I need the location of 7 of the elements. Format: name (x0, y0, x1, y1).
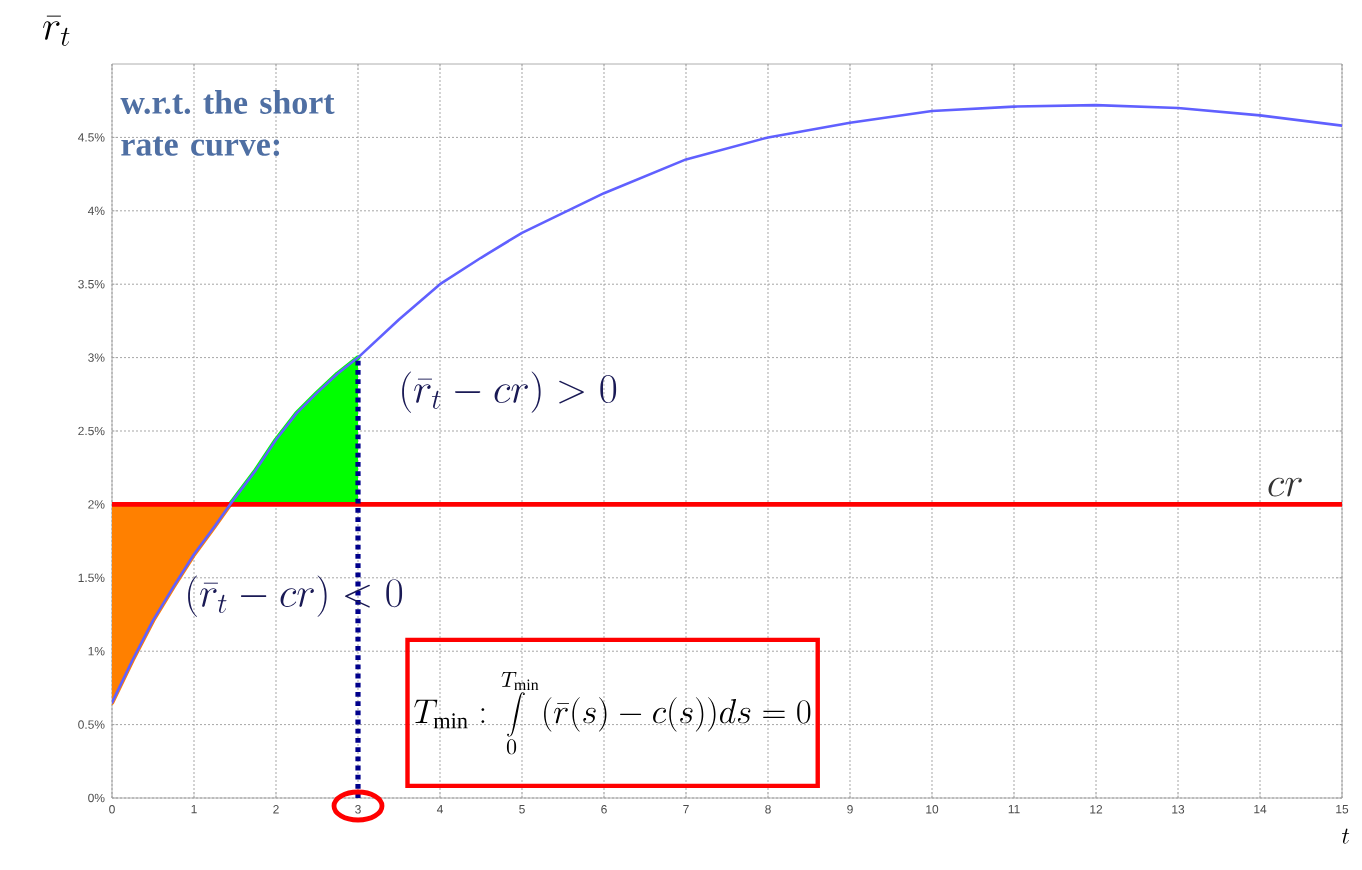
x-axis-title: $t$ (1342, 828, 1350, 844)
annotation: w.r.t. the short rate curve: (120, 90, 335, 156)
y-axis-title: $\bar{r}_t$ (43, 15, 70, 46)
annotation: $(\bar{r}_t - cr) < 0$ (188, 575, 403, 617)
annotation: $T_{\min} : \int\limits_0^{T_{\min}} \Big(\bar{r}(s) - c(s)\Big) ds = 0$ (414, 671, 811, 755)
ref-line-label: $cr$ (1268, 477, 1302, 497)
annotation: $(\bar{r}_t - cr) > 0$ (402, 371, 617, 413)
